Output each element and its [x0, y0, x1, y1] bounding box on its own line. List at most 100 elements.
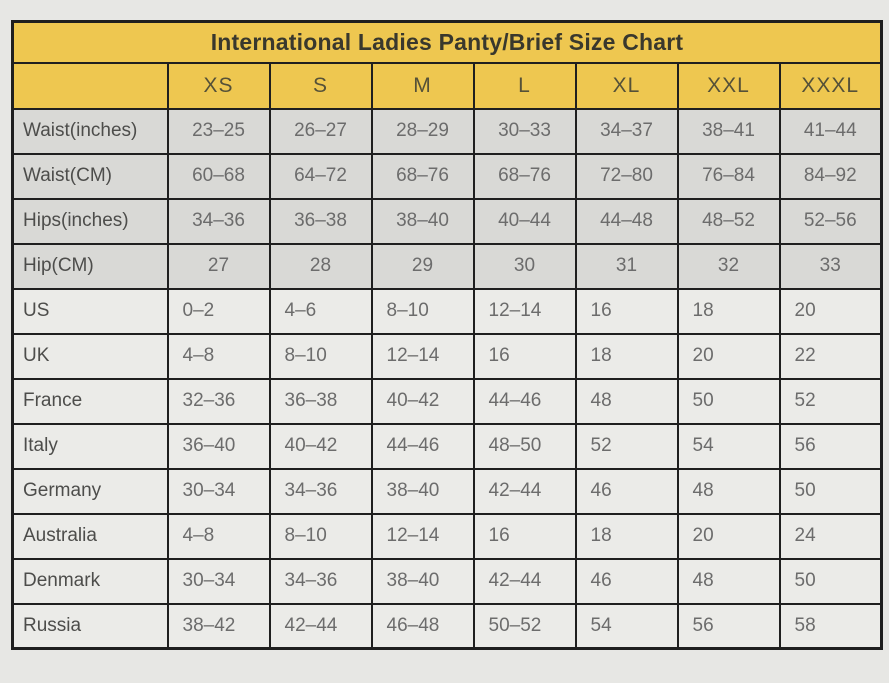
size-value-cell: 68–76 [472, 152, 577, 200]
size-value-cell: 50 [676, 377, 781, 425]
size-value-cell: 28–29 [370, 107, 475, 155]
size-value-cell: 4–8 [166, 332, 271, 380]
size-value-cell: 72–80 [574, 152, 679, 200]
size-value-cell: 18 [574, 512, 679, 560]
size-header-s: S [268, 61, 373, 110]
size-value-cell: 76–84 [676, 152, 781, 200]
title-row: International Ladies Panty/Brief Size Ch… [11, 20, 883, 64]
table-row: Australia 4–8 8–10 12–14 16 18 20 24 [11, 512, 883, 560]
row-label: Hip(CM) [11, 242, 169, 290]
size-value-cell: 20 [676, 512, 781, 560]
size-value-cell: 38–41 [676, 107, 781, 155]
size-value-cell: 16 [472, 512, 577, 560]
size-value-cell: 8–10 [268, 332, 373, 380]
size-value-cell: 46–48 [370, 602, 475, 650]
row-label: Waist(inches) [11, 107, 169, 155]
row-label: Denmark [11, 557, 169, 605]
size-value-cell: 42–44 [472, 557, 577, 605]
size-value-cell: 8–10 [268, 512, 373, 560]
size-value-cell: 38–40 [370, 197, 475, 245]
size-value-cell: 54 [574, 602, 679, 650]
size-value-cell: 50–52 [472, 602, 577, 650]
size-value-cell: 28 [268, 242, 373, 290]
row-label: UK [11, 332, 169, 380]
table-row: France 32–36 36–38 40–42 44–46 48 50 52 [11, 377, 883, 425]
size-value-cell: 42–44 [472, 467, 577, 515]
size-header-xl: XL [574, 61, 679, 110]
size-value-cell: 22 [778, 332, 883, 380]
size-value-cell: 84–92 [778, 152, 883, 200]
row-label: France [11, 377, 169, 425]
size-value-cell: 20 [676, 332, 781, 380]
table-row: Germany 30–34 34–36 38–40 42–44 46 48 50 [11, 467, 883, 515]
corner-cell [11, 61, 169, 110]
size-value-cell: 64–72 [268, 152, 373, 200]
size-header-row: XS S M L XL XXL XXXL [11, 61, 883, 110]
size-value-cell: 42–44 [268, 602, 373, 650]
size-value-cell: 29 [370, 242, 475, 290]
size-value-cell: 58 [778, 602, 883, 650]
table-row: Italy 36–40 40–42 44–46 48–50 52 54 56 [11, 422, 883, 470]
size-value-cell: 50 [778, 557, 883, 605]
table-row: UK 4–8 8–10 12–14 16 18 20 22 [11, 332, 883, 380]
size-value-cell: 44–46 [370, 422, 475, 470]
size-value-cell: 16 [574, 287, 679, 335]
size-value-cell: 16 [472, 332, 577, 380]
size-value-cell: 30 [472, 242, 577, 290]
size-value-cell: 30–34 [166, 557, 271, 605]
size-value-cell: 41–44 [778, 107, 883, 155]
size-value-cell: 44–48 [574, 197, 679, 245]
size-value-cell: 24 [778, 512, 883, 560]
size-value-cell: 8–10 [370, 287, 475, 335]
size-value-cell: 50 [778, 467, 883, 515]
size-header-l: L [472, 61, 577, 110]
table-row: Hip(CM) 27 28 29 30 31 32 33 [11, 242, 883, 290]
size-value-cell: 52–56 [778, 197, 883, 245]
size-value-cell: 34–36 [268, 557, 373, 605]
chart-title: International Ladies Panty/Brief Size Ch… [11, 20, 883, 64]
size-value-cell: 56 [778, 422, 883, 470]
size-value-cell: 34–36 [268, 467, 373, 515]
size-header-xxxl: XXXL [778, 61, 883, 110]
size-value-cell: 31 [574, 242, 679, 290]
size-value-cell: 60–68 [166, 152, 271, 200]
row-label: Germany [11, 467, 169, 515]
size-value-cell: 34–37 [574, 107, 679, 155]
size-value-cell: 33 [778, 242, 883, 290]
size-value-cell: 46 [574, 557, 679, 605]
size-value-cell: 12–14 [370, 512, 475, 560]
size-value-cell: 18 [574, 332, 679, 380]
table-row: Waist(CM) 60–68 64–72 68–76 68–76 72–80 76–84 8… [11, 152, 883, 200]
table-row: Russia 38–42 42–44 46–48 50–52 54 56 58 [11, 602, 883, 650]
size-value-cell: 20 [778, 287, 883, 335]
size-value-cell: 30–33 [472, 107, 577, 155]
table-row: Hips(inches) 34–36 36–38 38–40 40–44 44–48 48–… [11, 197, 883, 245]
size-value-cell: 38–40 [370, 467, 475, 515]
size-value-cell: 18 [676, 287, 781, 335]
size-value-cell: 40–44 [472, 197, 577, 245]
table-row: Waist(inches) 23–25 26–27 28–29 30–33 34–37 38… [11, 107, 883, 155]
table-row: Denmark 30–34 34–36 38–40 42–44 46 48 50 [11, 557, 883, 605]
size-value-cell: 46 [574, 467, 679, 515]
size-value-cell: 40–42 [370, 377, 475, 425]
size-value-cell: 48–52 [676, 197, 781, 245]
size-value-cell: 12–14 [472, 287, 577, 335]
size-value-cell: 36–38 [268, 377, 373, 425]
size-value-cell: 0–2 [166, 287, 271, 335]
size-value-cell: 48 [574, 377, 679, 425]
size-value-cell: 52 [778, 377, 883, 425]
size-value-cell: 26–27 [268, 107, 373, 155]
size-value-cell: 12–14 [370, 332, 475, 380]
size-value-cell: 48 [676, 557, 781, 605]
size-value-cell: 40–42 [268, 422, 373, 470]
row-label: Australia [11, 512, 169, 560]
size-value-cell: 38–40 [370, 557, 475, 605]
size-value-cell: 32–36 [166, 377, 271, 425]
size-value-cell: 30–34 [166, 467, 271, 515]
size-value-cell: 34–36 [166, 197, 271, 245]
size-value-cell: 56 [676, 602, 781, 650]
size-value-cell: 52 [574, 422, 679, 470]
size-value-cell: 54 [676, 422, 781, 470]
size-value-cell: 27 [166, 242, 271, 290]
table-row: US 0–2 4–6 8–10 12–14 16 18 20 [11, 287, 883, 335]
